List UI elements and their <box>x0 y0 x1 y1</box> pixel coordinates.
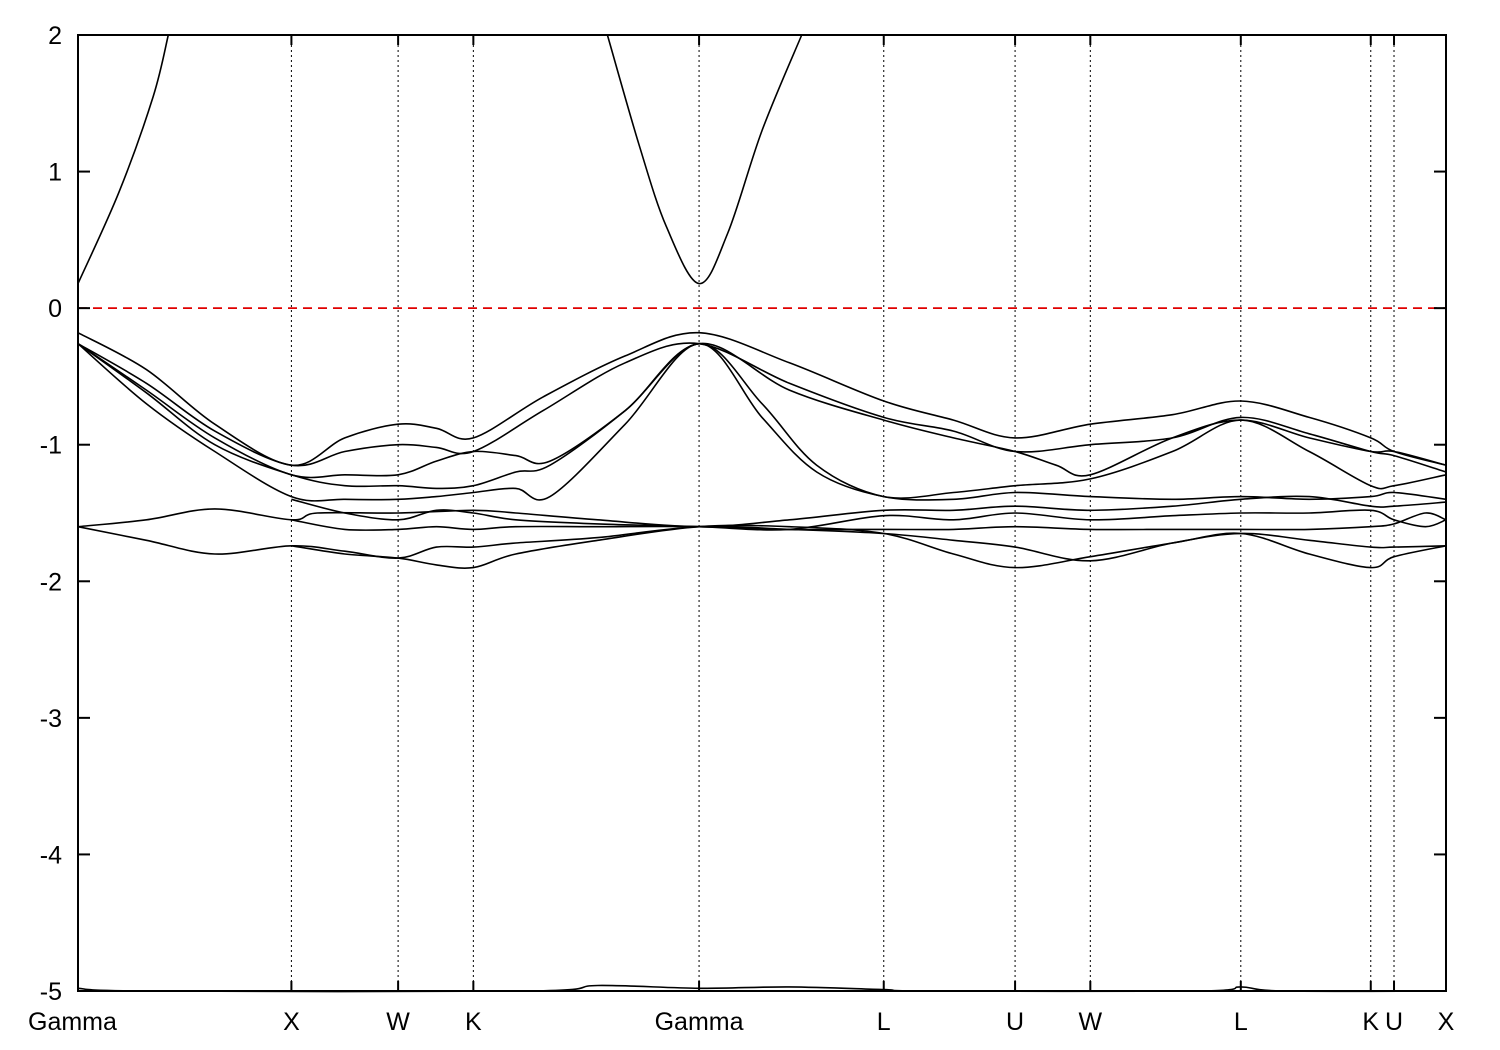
plot-frame <box>77 34 1447 992</box>
band-line-0 <box>77 34 170 284</box>
x-tick-label-6: U <box>1006 1008 1024 1036</box>
y-tick-label-2: 0 <box>48 295 62 323</box>
y-tick-label-1: 1 <box>48 159 62 187</box>
band-line-7 <box>77 495 1447 528</box>
x-tick-label-9: K <box>1362 1008 1379 1036</box>
x-tick-label-1: X <box>283 1008 300 1036</box>
y-tick-label-5: -3 <box>40 705 62 733</box>
x-tick-label-11: X <box>1438 1008 1455 1036</box>
band-line-2 <box>77 331 1447 467</box>
x-tick-label-2: W <box>386 1008 410 1036</box>
y-tick-label-7: -5 <box>40 978 62 1006</box>
x-tick-label-7: W <box>1079 1008 1103 1036</box>
y-tick-label-0: 2 <box>48 22 62 50</box>
x-axis: Gamma X W K Gamma L U W L K U X <box>28 35 1455 1036</box>
band-line-5 <box>77 342 1447 499</box>
band-line-1 <box>606 34 803 285</box>
kpoint-lines <box>290 35 1395 991</box>
band-line-11 <box>291 524 1447 569</box>
y-tick-label-3: -1 <box>40 432 62 460</box>
band-lines <box>77 34 1447 993</box>
band-line-9 <box>291 498 1447 531</box>
y-axis: 2 1 0 -1 -2 -3 -4 -5 <box>40 22 1446 1006</box>
band-line-8 <box>77 525 1447 562</box>
band-line-10 <box>291 512 1447 532</box>
x-tick-label-5: L <box>877 1008 891 1036</box>
band-line-3 <box>77 342 1447 473</box>
band-line-6 <box>77 342 1447 502</box>
x-tick-label-10: U <box>1385 1008 1403 1036</box>
y-tick-label-6: -4 <box>40 841 62 869</box>
x-tick-label-4: Gamma <box>655 1008 744 1036</box>
y-tick-label-4: -2 <box>40 568 62 596</box>
x-tick-label-8: L <box>1234 1008 1248 1036</box>
x-tick-label-3: K <box>465 1008 482 1036</box>
x-tick-label-0: Gamma <box>28 1008 117 1036</box>
